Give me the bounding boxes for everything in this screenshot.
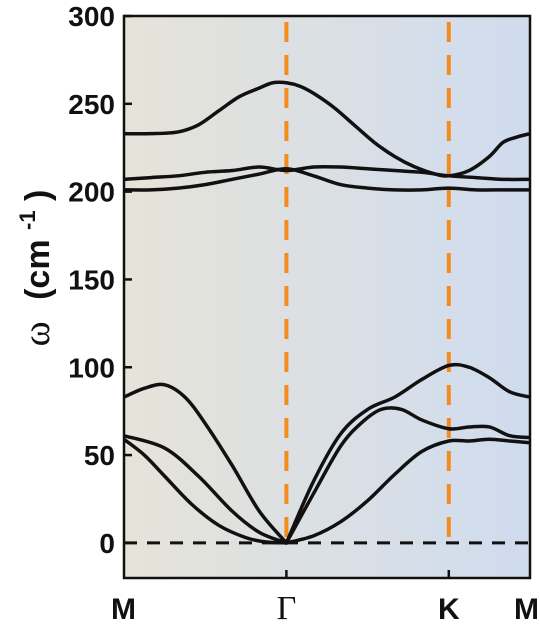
phonon-branch-6 <box>284 362 530 545</box>
ylabel-unit-close: ) <box>19 190 57 201</box>
y-axis-ticks: 0 50 100 150 200 250 300 <box>68 1 132 559</box>
x-tick-label: M <box>111 593 136 626</box>
y-tick-label: 250 <box>68 89 115 120</box>
phonon-branch-2 <box>124 433 289 545</box>
plot-background <box>124 16 530 578</box>
y-tick-label: 50 <box>84 440 115 471</box>
phonon-branch-7 <box>124 167 530 192</box>
y-tick-label: 0 <box>99 528 115 559</box>
ylabel-unit-sup: -1 <box>15 210 40 230</box>
plot-frame <box>122 14 532 580</box>
omega-symbol: ω <box>16 321 58 346</box>
x-tick-label: Γ <box>277 590 297 626</box>
y-tick-label: 150 <box>68 264 115 295</box>
y-tick-label: 200 <box>68 177 115 208</box>
phonon-branch-1 <box>124 437 289 545</box>
phonon-branch-4 <box>284 437 530 545</box>
y-axis-label: ω (cm -1 ) <box>5 190 58 347</box>
high-symmetry-lines <box>284 22 451 548</box>
phonon-branch-8 <box>124 164 530 182</box>
x-tick-label: M <box>514 593 539 626</box>
y-tick-label: 300 <box>68 1 115 32</box>
phonon-branch-3 <box>124 382 289 545</box>
phonon-branch-9 <box>124 80 530 178</box>
x-tick-label: K <box>438 593 460 626</box>
ylabel-unit-open: (cm <box>19 239 57 299</box>
y-tick-label: 100 <box>68 352 115 383</box>
phonon-branches <box>124 80 530 545</box>
phonon-branch-5 <box>284 406 530 545</box>
